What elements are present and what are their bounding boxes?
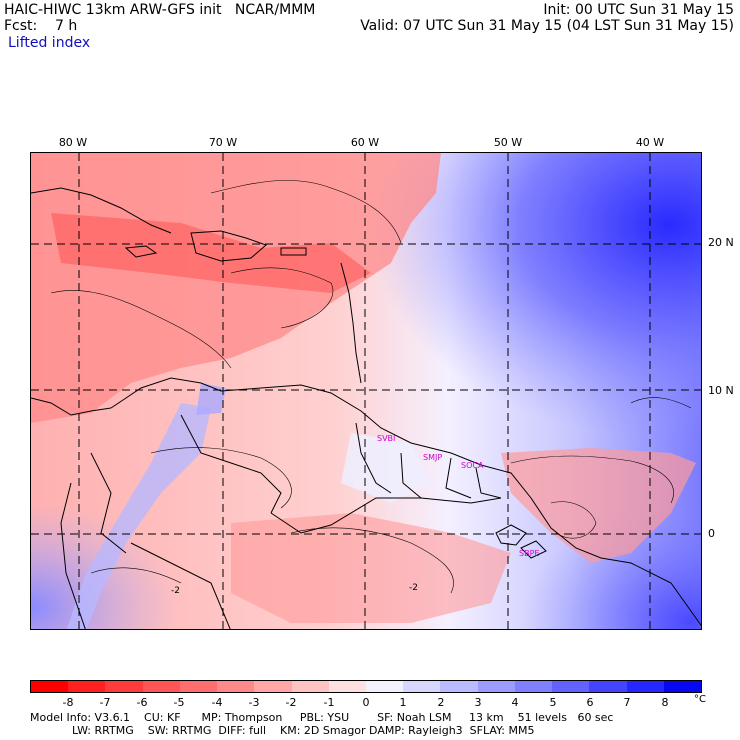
- colorbar-unit: °C: [694, 694, 706, 705]
- colorbar-label: -8: [62, 696, 74, 709]
- colorbar-label: 6: [586, 696, 594, 709]
- colorbar-cell: [142, 681, 180, 692]
- colorbar-cell: [589, 681, 627, 692]
- colorbar-label: 2: [437, 696, 445, 709]
- stable-band-andes: [66, 403, 211, 629]
- station-soca: SOCA: [461, 461, 484, 470]
- map-title: HAIC-HIWC 13km ARW-GFS init NCAR/MMM: [4, 2, 316, 18]
- colorbar-label: -7: [99, 696, 111, 709]
- lifted-index-map: -2 -2 SVBI SMJP SOCA SBPE: [30, 152, 702, 630]
- lon-label-50w: 50 W: [493, 136, 523, 149]
- colorbar-label: 8: [661, 696, 669, 709]
- lon-label-60w: 60 W: [350, 136, 380, 149]
- colorbar-cell: [440, 681, 478, 692]
- colorbar-label: 0: [362, 696, 370, 709]
- lon-label-80w: 80 W: [58, 136, 88, 149]
- colorbar-cell: [254, 681, 292, 692]
- stable-spot-maracaibo: [196, 383, 226, 415]
- colorbar-label: -3: [248, 696, 260, 709]
- coastlines: [31, 187, 701, 629]
- colorbar-label: -4: [211, 696, 223, 709]
- colorbar-cell: [663, 681, 701, 692]
- colorbar-label: 7: [623, 696, 631, 709]
- station-svbi: SVBI: [377, 434, 395, 443]
- init-time: Init: 00 UTC Sun 31 May 15: [543, 2, 734, 18]
- lat-label-20n: 20 N: [708, 236, 734, 249]
- contours: [50, 180, 692, 594]
- colorbar-cell: [31, 681, 69, 692]
- station-sbpe: SBPE: [519, 549, 539, 558]
- colorbar-cell: [365, 681, 404, 692]
- neutral-region-guiana: [341, 433, 431, 503]
- color-scale: [30, 680, 702, 693]
- valid-time: Valid: 07 UTC Sun 31 May 15 (04 LST Sun …: [360, 18, 734, 34]
- forecast-hour: Fcst: 7 h: [4, 18, 78, 34]
- graticule: [31, 153, 701, 629]
- model-info-line2: LW: RRTMG SW: RRTMG DIFF: full KM: 2D Sm…: [30, 724, 535, 737]
- colorbar-label: -2: [285, 696, 297, 709]
- colorbar-label: -1: [323, 696, 335, 709]
- station-smjp: SMJP: [423, 453, 442, 462]
- lon-label-70w: 70 W: [208, 136, 238, 149]
- unstable-region-amazon: [231, 513, 511, 623]
- very-unstable-band: [51, 213, 371, 293]
- contour-label-1: -2: [171, 586, 180, 596]
- colorbar-cell: [68, 681, 106, 692]
- colorbar-cell: [514, 681, 553, 692]
- colorbar-cell: [217, 681, 255, 692]
- colorbar-label: 4: [511, 696, 519, 709]
- contour-label-2: -2: [409, 583, 418, 593]
- colorbar-cell: [291, 681, 329, 692]
- colorbar-cell: [328, 681, 366, 692]
- colorbar-label: 1: [399, 696, 407, 709]
- lat-label-0: 0: [708, 527, 715, 540]
- colorbar-cell: [403, 681, 441, 692]
- lon-label-40w: 40 W: [635, 136, 665, 149]
- lat-label-10n: 10 N: [708, 384, 734, 397]
- colorbar-cell: [477, 681, 515, 692]
- map-canvas: -2 -2 SVBI SMJP SOCA SBPE: [31, 153, 701, 629]
- colorbar-cell: [105, 681, 143, 692]
- colorbar-cell: [179, 681, 218, 692]
- colorbar-label: -6: [136, 696, 148, 709]
- model-info-line1: Model Info: V3.6.1 CU: KF MP: Thompson P…: [30, 711, 614, 724]
- colorbar-cell: [626, 681, 664, 692]
- colorbar-label: 5: [549, 696, 557, 709]
- colorbar-label: -5: [173, 696, 185, 709]
- colorbar-label: 3: [474, 696, 482, 709]
- colorbar-cell: [552, 681, 590, 692]
- field-name: Lifted index: [8, 35, 91, 51]
